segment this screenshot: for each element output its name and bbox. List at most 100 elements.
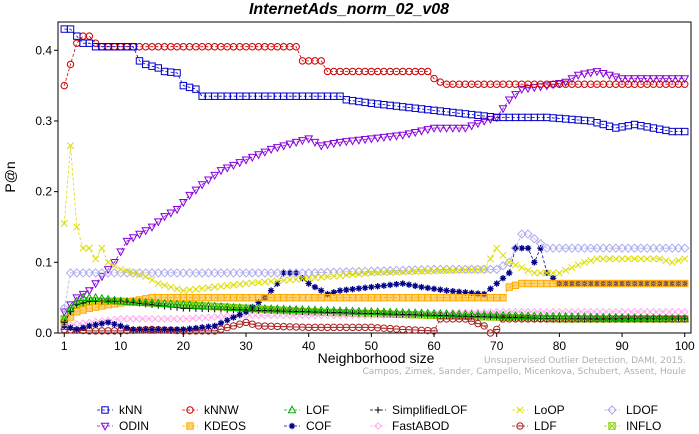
data-point-odin [84,287,94,296]
data-point-ldf [286,323,294,331]
legend-item-lof: LOF [284,403,329,417]
data-point-fastabod [254,311,263,320]
data-point-cof [117,322,124,330]
data-point-loop [148,276,156,284]
data-point-lof [109,295,119,304]
data-point-cof [305,280,312,287]
data-point-loop [198,284,206,293]
data-point-cof [211,322,218,330]
data-point-loop [537,269,545,277]
data-point-odin [680,75,690,84]
data-point-loop [474,266,482,274]
data-point-ldof [184,268,195,278]
data-point-loop [374,269,382,277]
data-point-lof [122,296,132,305]
data-point-loop [236,280,244,288]
data-point-ldof [510,243,521,253]
data-point-cof [399,280,406,287]
data-point-odin [323,141,332,150]
data-point-odin [435,124,445,133]
data-point-ldf [361,323,369,331]
data-point-cof [493,280,500,287]
data-point-lof [636,313,646,322]
data-point-lof [91,292,101,301]
data-point-simplifiedlof [155,302,162,309]
data-point-ldof [680,243,690,253]
data-point-loop [242,279,250,288]
data-point-loop [430,267,438,275]
data-point-loop [411,267,419,276]
data-point-kdeos [373,293,382,302]
x-axis: 1 10 20 30 40 50 60 70 80 90 100 [61,333,695,353]
data-point-loop [505,258,513,266]
data-point-loop [668,258,676,266]
data-point-odin [329,140,339,149]
data-point-lof [297,305,307,314]
data-point-ldof [654,243,665,253]
data-point-odin [548,81,558,90]
data-point-lof [178,299,188,309]
data-point-kdeos [323,293,332,302]
data-point-ldof [247,268,257,278]
y-tick-label: 0.2 [35,185,52,199]
data-point-odin [423,126,433,135]
data-point-lof [592,312,602,321]
data-point-cof [280,269,287,277]
data-point-lof [160,298,169,307]
x-axis-label: Neighborhood size [318,350,435,366]
data-point-odin [153,218,163,227]
legend-item-knn: kNN [97,403,142,417]
data-point-ldof [523,229,533,239]
data-point-ldof [542,243,552,253]
data-point-loop [587,256,595,265]
data-point-lof [623,312,633,322]
data-point-ldof [636,243,646,253]
data-point-cof [236,311,243,318]
data-point-cof [412,282,419,290]
credit-line-1: Unsupervised Outlier Detection, DAMI, 20… [484,356,686,366]
data-point-ldof [84,268,95,278]
series-lof [59,292,690,323]
data-point-simplifiedlof [148,301,156,308]
data-point-fastabod [298,311,307,320]
data-point-odin [316,142,326,151]
data-point-lof [674,313,683,323]
legend: kNN kNNW LOF SimplifiedLOF LoOP LDOF ODIN KDEOS… [97,403,661,433]
data-point-ldof [172,268,182,278]
data-point-lof [573,312,583,321]
data-point-loop [336,272,344,280]
data-point-ldof [479,264,489,275]
data-point-kdeos [511,281,520,289]
data-point-loop [543,269,551,277]
data-point-loop [330,272,338,280]
legend-swatch-marker [288,422,296,430]
data-point-ldf [267,322,275,330]
data-point-kdeos [637,279,645,288]
data-point-ldf [474,319,482,328]
data-point-ldof [303,268,314,278]
data-point-fastabod [273,311,282,320]
data-point-loop [549,269,557,277]
data-point-ldof [592,243,602,253]
data-point-kdeos [467,293,476,302]
legend-swatch-marker [516,406,524,414]
data-point-odin [285,140,295,149]
y-tick-label: 0.1 [35,255,52,269]
data-point-ldf [242,318,250,327]
data-point-lof [166,299,176,308]
data-point-fastabod [116,314,125,323]
data-point-lof [492,310,502,319]
data-point-simplifiedlof [574,315,582,323]
data-point-odin [178,198,188,208]
data-point-loop [92,255,100,263]
data-point-cof [474,290,482,297]
data-point-loop [255,278,263,287]
data-point-fastabod [611,307,620,316]
data-point-loop [248,279,256,287]
data-point-odin [674,75,683,84]
data-point-fastabod [179,314,188,323]
data-point-cof [311,283,319,291]
data-point-kdeos [593,279,601,288]
data-point-loop [98,244,106,252]
